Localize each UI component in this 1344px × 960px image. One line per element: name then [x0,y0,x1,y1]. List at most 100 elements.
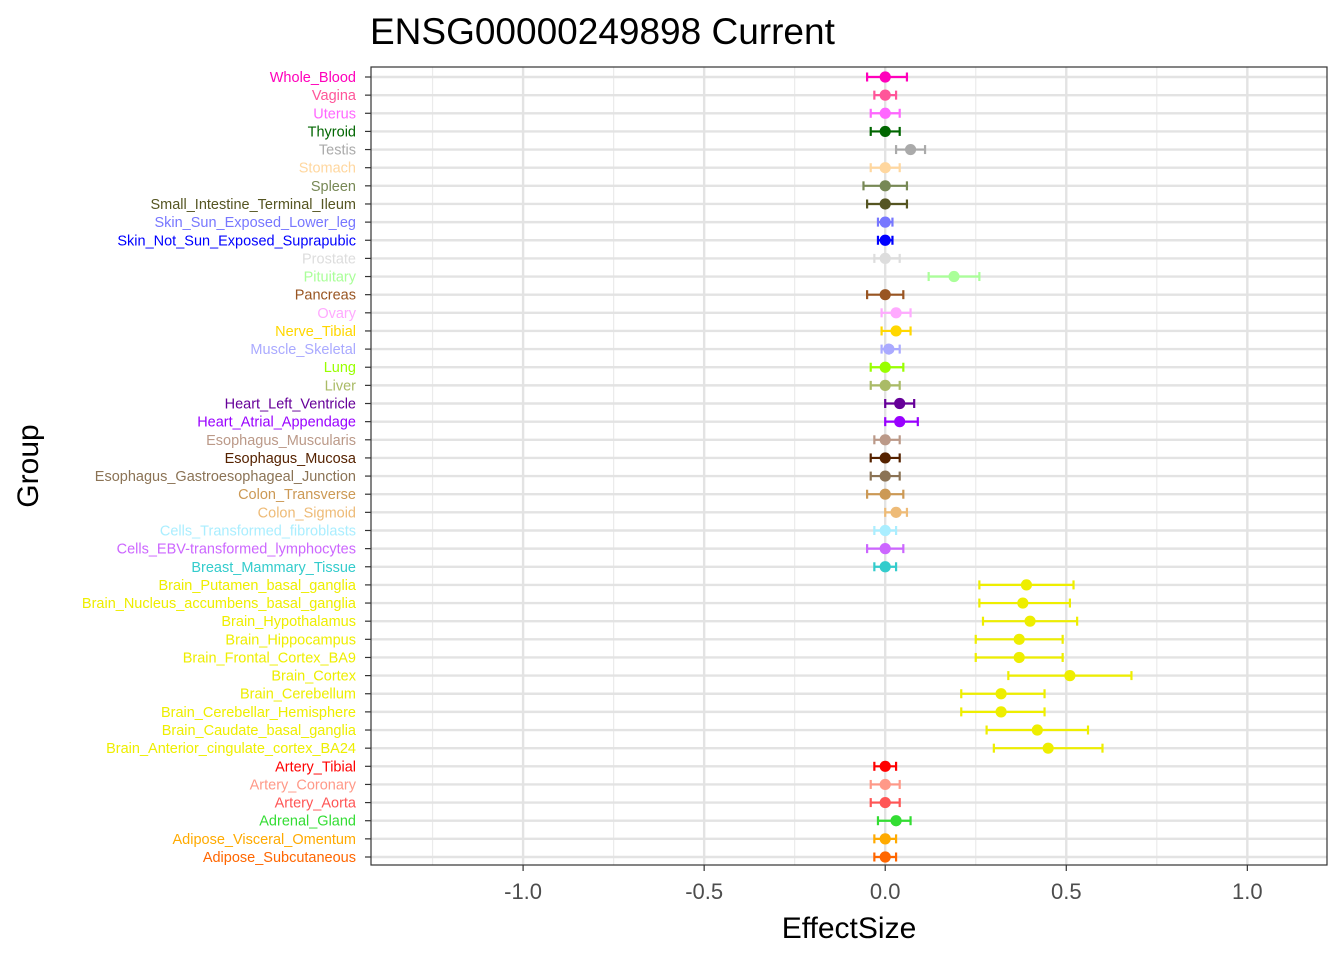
y-tick-label: Artery_Tibial [275,759,356,775]
y-tick-label: Brain_Nucleus_accumbens_basal_ganglia [82,596,357,612]
y-tick-label: Brain_Hypothalamus [221,614,356,630]
data-point-group [866,543,905,555]
y-tick-label: Spleen [311,179,356,195]
data-point [879,561,891,573]
data-point-group [862,180,909,192]
y-tick-label: Pancreas [295,288,356,304]
y-tick-label: Brain_Hippocampus [225,632,356,648]
data-point-group [869,778,901,791]
data-point-group [873,760,898,772]
grid-lines [371,67,1327,865]
y-tick-label: Artery_Aorta [275,796,357,812]
data-point-group [876,216,894,228]
data-point-group [869,452,901,464]
y-tick-label: Pituitary [304,270,357,286]
data-point [890,307,902,319]
data-point-group [869,796,901,809]
data-point [879,289,891,301]
data-point-group [873,851,898,863]
y-tick-label: Brain_Cerebellar_Hemisphere [161,705,356,721]
data-point [879,434,891,446]
y-tick-label: Esophagus_Muscularis [206,433,356,449]
y-tick-label: Small_Intestine_Terminal_Ileum [150,197,356,213]
y-axis: Whole_Blood Vagina Uterus Thyroid Testis Stom… [82,70,371,866]
data-point [879,452,891,464]
data-point [879,71,891,83]
data-point-group [866,71,909,83]
data-point [879,796,891,809]
data-point-group [974,633,1064,645]
y-tick-label: Heart_Left_Ventricle [225,397,356,413]
data-point [995,688,1007,700]
data-point-group [978,579,1075,591]
y-tick-label: Cells_EBV-transformed_lymphocytes [117,542,356,558]
data-point [883,343,895,355]
y-tick-label: Cells_Transformed_fibroblasts [160,523,356,539]
x-axis-title: EffectSize [782,912,917,945]
data-point [1031,724,1043,736]
data-point [879,198,891,210]
y-tick-label: Liver [325,378,357,394]
data-point [1013,651,1025,664]
y-tick-label: Breast_Mammary_Tissue [191,560,356,576]
data-point-group [869,125,901,138]
y-tick-label: Adrenal_Gland [259,814,356,830]
y-tick-label: Esophagus_Mucosa [225,451,357,467]
data-point [879,778,891,791]
data-point [894,397,906,410]
data-point-group [880,325,912,337]
y-tick-label: Colon_Sigmoid [258,505,356,521]
x-axis: -1.0 -0.5 0.0 0.5 1.0 [504,865,1263,904]
data-point [879,470,891,482]
data-point-group [927,270,981,283]
data-point-group [884,506,909,518]
x-tick-label: 0.5 [1051,879,1082,904]
data-point-group [869,470,901,482]
data-point-group [978,597,1071,609]
y-tick-label: Nerve_Tibial [275,324,356,340]
y-tick-label: Adipose_Visceral_Omentum [173,832,357,848]
data-point [879,543,891,555]
data-point [1024,615,1036,627]
y-tick-label: Thyroid [308,124,356,140]
data-point [879,180,891,192]
data-point-group [876,815,912,827]
data-point-group [873,434,901,446]
y-tick-label: Skin_Sun_Exposed_Lower_leg [154,215,356,231]
y-tick-label: Vagina [312,88,357,104]
data-point-group [873,89,898,101]
data-point-group [985,724,1090,736]
x-tick-label: -0.5 [685,879,723,904]
data-point-group [869,107,901,119]
y-axis-title: Group [12,424,45,507]
y-tick-label: Brain_Cerebellum [240,687,356,703]
data-point [879,760,891,772]
data-point [879,851,891,863]
data-point-group [884,416,919,428]
data-point [879,216,891,228]
data-point-group [960,706,1046,718]
data-point-group [869,379,901,391]
data-point-group [1007,670,1133,682]
data-point-group [866,198,909,210]
y-tick-label: Testis [319,143,356,159]
data-point-group [873,252,901,264]
data-point [879,361,891,373]
data-point [879,107,891,119]
y-tick-label: Ovary [317,306,356,322]
data-marks [862,71,1133,863]
data-point-group [869,361,905,373]
y-tick-label: Lung [324,360,356,376]
y-tick-label: Brain_Frontal_Cortex_BA9 [183,650,356,666]
data-point [1042,742,1054,754]
data-point [894,416,906,428]
data-point [879,833,891,845]
data-point-group [992,742,1104,754]
data-point-group [873,561,898,573]
data-point-group [880,307,912,319]
data-point [879,89,891,101]
chart-title: ENSG00000249898 Current [370,11,836,52]
data-point [1064,670,1076,682]
data-point-group [884,397,916,410]
